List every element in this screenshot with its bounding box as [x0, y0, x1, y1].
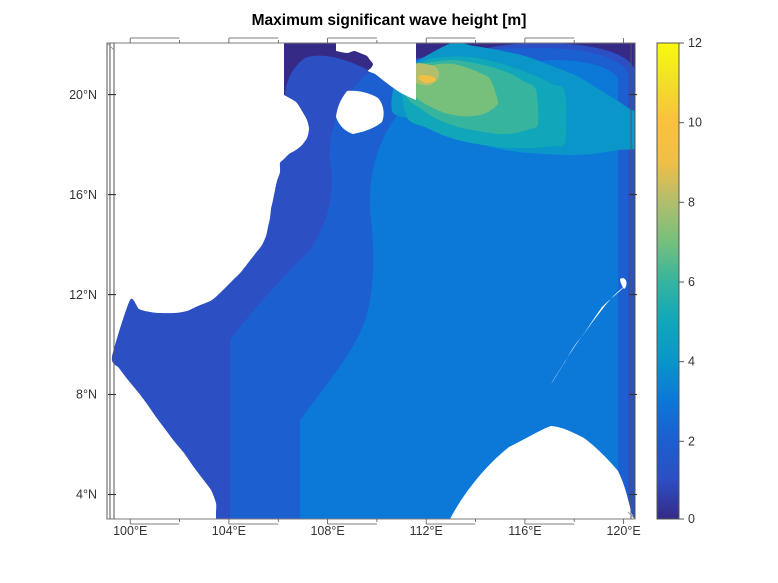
svg-text:6: 6 [688, 275, 695, 289]
svg-text:120°E: 120°E [606, 524, 640, 538]
svg-text:10: 10 [688, 116, 702, 130]
svg-text:20°N: 20°N [69, 88, 97, 102]
svg-text:4: 4 [688, 355, 695, 369]
svg-text:16°N: 16°N [69, 188, 97, 202]
svg-text:100°E: 100°E [113, 524, 147, 538]
svg-text:12: 12 [688, 36, 702, 50]
svg-text:8: 8 [688, 195, 695, 209]
svg-text:112°E: 112°E [410, 524, 443, 538]
svg-text:116°E: 116°E [508, 524, 541, 538]
svg-text:4°N: 4°N [76, 488, 97, 502]
svg-text:8°N: 8°N [76, 388, 97, 402]
svg-text:104°E: 104°E [212, 524, 246, 538]
svg-text:2: 2 [688, 434, 695, 448]
svg-text:108°E: 108°E [310, 524, 344, 538]
svg-text:0: 0 [688, 512, 695, 526]
svg-text:12°N: 12°N [69, 288, 97, 302]
